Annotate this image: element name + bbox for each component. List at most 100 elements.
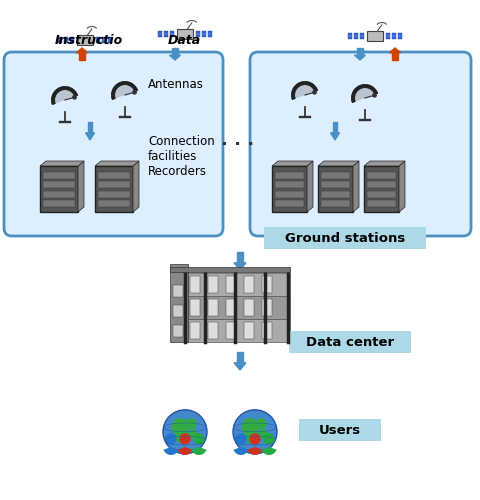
Bar [43,172,75,179]
Circle shape [242,419,258,435]
Bar [321,191,350,198]
FancyBboxPatch shape [299,419,381,441]
Circle shape [256,419,266,429]
Bar [98,172,130,179]
Bar [172,48,178,55]
Text: Instructio: Instructio [55,34,123,47]
FancyBboxPatch shape [264,227,426,249]
Bar [98,200,130,207]
Bar [43,200,75,207]
Text: Recorders: Recorders [148,165,207,178]
Polygon shape [364,161,405,166]
Polygon shape [234,363,246,370]
Circle shape [180,434,190,444]
Bar [88,122,92,133]
Polygon shape [331,133,339,140]
Text: Data center: Data center [306,336,394,348]
Circle shape [236,434,246,444]
Polygon shape [318,161,359,166]
Bar [43,181,75,188]
Bar [262,299,272,316]
Bar [262,322,272,339]
Bar [275,172,304,179]
Bar [185,319,290,342]
Polygon shape [95,161,139,166]
Bar [321,200,350,207]
Bar [43,191,75,198]
Bar [367,181,396,188]
Bar [190,276,200,293]
FancyBboxPatch shape [4,52,223,236]
Bar [244,276,254,293]
Polygon shape [272,161,313,166]
Wedge shape [192,447,206,455]
Bar [367,191,396,198]
Bar [70,36,74,44]
Wedge shape [164,447,179,455]
Bar [392,53,398,60]
Circle shape [313,90,316,94]
FancyBboxPatch shape [95,166,133,212]
FancyBboxPatch shape [367,31,383,41]
Circle shape [194,434,204,444]
Bar [102,36,106,44]
Bar [275,200,304,207]
Bar [321,181,350,188]
Bar [202,30,206,38]
Bar [367,200,396,207]
Wedge shape [233,447,249,455]
Bar [208,276,218,293]
Polygon shape [133,161,139,212]
Bar [237,252,243,263]
Bar [98,191,130,198]
Bar [398,32,402,40]
Bar [173,285,183,297]
Bar [164,30,168,38]
Circle shape [373,94,376,97]
FancyBboxPatch shape [364,166,399,212]
Circle shape [163,410,207,454]
Bar [108,36,112,44]
Bar [170,264,188,342]
Bar [170,267,290,272]
Bar [226,276,236,293]
Wedge shape [291,82,318,100]
FancyBboxPatch shape [318,166,353,212]
Circle shape [133,90,136,94]
Bar [208,299,218,316]
Bar [196,30,200,38]
Circle shape [176,431,188,443]
Text: Users: Users [319,424,361,436]
Wedge shape [351,84,378,102]
Bar [64,36,68,44]
Polygon shape [40,161,84,166]
Circle shape [264,434,274,444]
Wedge shape [51,86,78,104]
Bar [79,53,85,60]
Bar [237,352,243,363]
Polygon shape [355,55,365,60]
Bar [386,32,390,40]
Bar [190,299,200,316]
Bar [58,36,62,44]
Bar [185,296,290,319]
FancyBboxPatch shape [272,166,307,212]
Bar [360,32,364,40]
FancyBboxPatch shape [77,35,93,45]
Circle shape [259,430,267,438]
Bar [98,181,130,188]
Bar [208,30,212,38]
Bar [96,36,100,44]
Bar [262,276,272,293]
Bar [392,32,396,40]
Polygon shape [399,161,405,212]
Bar [275,191,304,198]
Text: Data: Data [168,34,201,47]
Bar [158,30,162,38]
Bar [321,172,350,179]
Circle shape [246,431,258,443]
Circle shape [186,419,196,429]
Circle shape [250,434,260,444]
Polygon shape [169,55,180,60]
Bar [357,48,363,55]
